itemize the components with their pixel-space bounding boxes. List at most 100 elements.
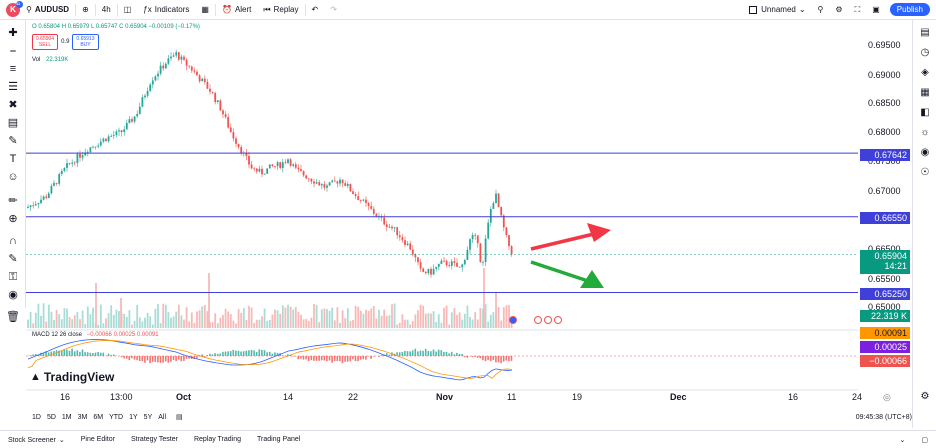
tab-stock-screener[interactable]: Stock Screener ⌄: [8, 436, 65, 444]
range-3m[interactable]: 3M: [77, 413, 88, 421]
volume-bar: [201, 306, 204, 328]
calendar-icon[interactable]: ▦: [920, 87, 930, 98]
templates-button[interactable]: ▦: [195, 0, 215, 20]
volume-bar: [84, 324, 87, 328]
volume-bar: [466, 305, 469, 328]
indicators-button[interactable]: ƒx Indicators: [143, 5, 190, 14]
go-to-realtime-icon[interactable]: ◎: [883, 392, 891, 402]
alerts-clock-icon[interactable]: ◷: [920, 47, 930, 58]
candle-body: [97, 145, 100, 147]
macd-histogram-bar: [242, 351, 245, 356]
symbol-search-button[interactable]: ⚲ AUDUSD: [20, 0, 75, 20]
redo-button[interactable]: ↷: [324, 0, 343, 20]
layout-menu-button[interactable]: Unnamed ⌄: [743, 0, 811, 20]
macd-histogram-bar: [29, 355, 32, 356]
candle-body: [123, 129, 126, 133]
fib-retracement-icon[interactable]: ≡: [9, 63, 17, 75]
pattern-icon[interactable]: ✖: [8, 99, 18, 111]
macd-histogram-label: −0.00066: [860, 355, 910, 367]
candle-body: [450, 261, 453, 266]
zoom-in-icon[interactable]: ⊕: [8, 213, 18, 225]
range-5y[interactable]: 5Y: [143, 413, 153, 421]
economic-event-icon: [534, 316, 542, 324]
pitchfork-icon[interactable]: ☰: [8, 81, 18, 93]
chevron-down-icon: ⌄: [58, 436, 65, 444]
tab-trading-panel[interactable]: Trading Panel: [257, 436, 301, 443]
macd-histogram-bar: [326, 356, 328, 362]
chart-type-button[interactable]: ◫: [118, 0, 138, 20]
publish-button[interactable]: Publish: [889, 3, 930, 16]
volume-bar: [500, 320, 503, 328]
lightbulb-icon[interactable]: ☉: [920, 167, 930, 178]
macd-histogram-bar: [339, 356, 341, 362]
quick-search-button[interactable]: ⚲: [812, 0, 830, 20]
candle-body: [422, 268, 425, 272]
settings-button[interactable]: ⚙: [829, 0, 848, 20]
broadcast-icon[interactable]: ◉: [920, 147, 930, 158]
range-5d[interactable]: 5D: [46, 413, 56, 421]
candle-body: [141, 97, 144, 107]
tab-pine-editor[interactable]: Pine Editor: [80, 436, 115, 443]
buy-button[interactable]: 0.65913 BUY: [72, 34, 99, 50]
redo-icon: ↷: [330, 5, 337, 14]
candle-body: [297, 167, 300, 170]
volume-bar: [198, 310, 201, 328]
sell-button[interactable]: 0.65904 SELL: [32, 34, 59, 50]
replay-button[interactable]: ⏮ Replay: [263, 4, 299, 15]
compare-button[interactable]: ⊕: [76, 0, 95, 20]
brush-icon[interactable]: ✎: [8, 135, 18, 147]
watchlist-icon[interactable]: ▤: [920, 27, 930, 38]
candle-body: [63, 167, 66, 172]
candle-body: [396, 227, 399, 236]
fullscreen-button[interactable]: ⛶: [849, 0, 867, 20]
trend-line-icon[interactable]: ⎯: [10, 45, 16, 57]
volume-bar: [450, 312, 453, 328]
snapshot-button[interactable]: ▣: [866, 0, 886, 20]
lock-icon[interactable]: ⚿: [8, 271, 18, 283]
volume-bar: [461, 319, 464, 328]
candle-body: [432, 268, 435, 275]
macd-histogram-bar: [398, 352, 401, 356]
chart-pane[interactable]: [26, 20, 858, 410]
ruler-icon[interactable]: ✏: [8, 195, 18, 207]
eye-icon[interactable]: ◉: [8, 289, 18, 301]
range-ytd[interactable]: YTD: [109, 413, 124, 421]
volume-bar: [495, 293, 497, 328]
ideas-icon[interactable]: ☼: [920, 127, 930, 138]
lock-drawing-icon[interactable]: ✎: [8, 253, 18, 265]
clock[interactable]: 09:45:38 (UTC+8): [855, 413, 912, 421]
candle-body: [102, 138, 105, 142]
undo-button[interactable]: ↶: [306, 0, 325, 20]
buy-sell-panel: 0.65904 SELL 0.9 0.65913 BUY: [32, 34, 99, 50]
range-1m[interactable]: 1M: [61, 413, 72, 421]
chat-icon[interactable]: ◧: [920, 107, 930, 118]
macd-histogram-bar: [476, 356, 479, 358]
volume-bar: [401, 314, 404, 328]
tab-replay-trading[interactable]: Replay Trading: [193, 436, 242, 443]
prediction-icon[interactable]: ▤: [7, 117, 19, 129]
maximize-panel-icon[interactable]: ▢: [921, 436, 928, 444]
volume-bar: [300, 314, 302, 328]
text-icon[interactable]: T: [9, 153, 17, 165]
go-to-date-icon[interactable]: ▤: [176, 414, 183, 421]
macd-histogram-bar: [66, 349, 68, 356]
crosshair-icon[interactable]: ✚: [8, 27, 18, 39]
trash-icon[interactable]: 🗑: [6, 311, 20, 323]
candle-body: [164, 63, 167, 69]
range-1d[interactable]: 1D: [32, 413, 41, 421]
tab-strategy-tester[interactable]: Strategy Tester: [130, 436, 178, 443]
emoji-icon[interactable]: ☺: [7, 171, 19, 183]
range-all[interactable]: All: [158, 413, 167, 421]
user-avatar[interactable]: K 11: [6, 0, 23, 17]
price-axis[interactable]: 0.69500 0.69000 0.68500 0.68000 0.67500 …: [858, 20, 912, 410]
range-6m[interactable]: 6M: [93, 413, 104, 421]
magnet-icon[interactable]: ∩: [9, 235, 17, 247]
range-1y[interactable]: 1Y: [129, 413, 138, 421]
settings-gear-icon[interactable]: ⚙: [920, 391, 930, 402]
collapse-panel-icon[interactable]: ⌄: [899, 436, 906, 444]
candle-body: [47, 193, 50, 198]
candle-body: [328, 182, 331, 186]
interval-button[interactable]: 4h: [101, 5, 111, 14]
layers-icon[interactable]: ◈: [921, 67, 929, 78]
alert-button[interactable]: ⏰ Alert: [221, 5, 252, 14]
